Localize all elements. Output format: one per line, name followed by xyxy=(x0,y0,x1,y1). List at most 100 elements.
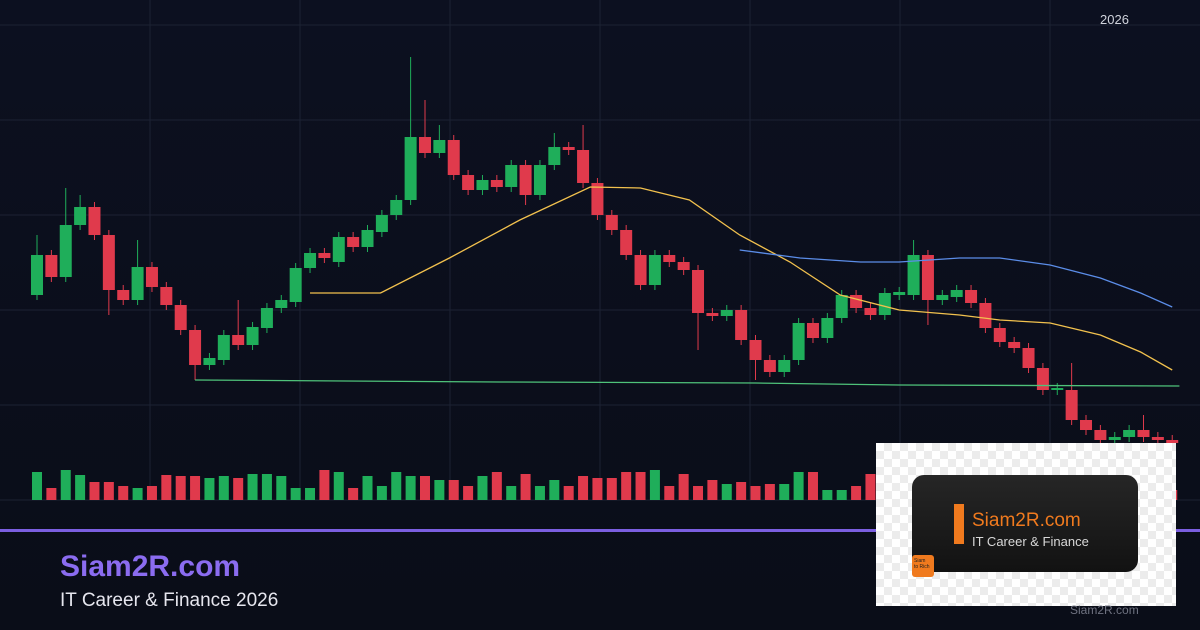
accent-bar xyxy=(954,504,964,544)
candle-body xyxy=(562,147,575,150)
candle-body xyxy=(763,360,776,372)
volume-bar xyxy=(678,474,689,500)
candle-body xyxy=(174,305,187,330)
candle-body xyxy=(605,215,618,230)
volume-bar xyxy=(376,486,387,500)
volume-bar xyxy=(175,476,186,500)
candle-body xyxy=(993,328,1006,342)
logo-text: to Rich xyxy=(914,564,930,570)
candle-body xyxy=(835,295,848,318)
candle-body xyxy=(304,253,317,268)
volume-bar xyxy=(204,478,215,500)
volume-bar xyxy=(491,472,502,500)
candle-body xyxy=(519,165,532,195)
tagline: IT Career & Finance 2026 xyxy=(60,590,279,611)
candle-body xyxy=(620,230,633,255)
candle-body xyxy=(102,235,115,290)
candle-body xyxy=(792,323,805,360)
candle-body xyxy=(1137,430,1150,437)
candle-body xyxy=(965,290,978,303)
volume-bar xyxy=(463,486,474,500)
logo-text: Siam xyxy=(914,558,926,564)
volume-bar xyxy=(448,480,459,500)
volume-bar xyxy=(161,475,172,500)
volume-bar xyxy=(118,486,129,500)
volume-bar xyxy=(707,480,718,500)
badge: Siam2R.com IT Career & Finance Siam to R… xyxy=(876,443,1176,606)
candle-body xyxy=(490,180,503,187)
candle-body xyxy=(347,237,360,247)
year-label: 2026 xyxy=(1100,12,1129,27)
candle-body xyxy=(217,335,230,360)
volume-bar xyxy=(419,476,430,500)
candle-body xyxy=(878,293,891,315)
badge-card: Siam2R.com IT Career & Finance xyxy=(912,475,1138,572)
volume-bar xyxy=(793,472,804,500)
candle-body xyxy=(1123,430,1136,437)
volume-bar xyxy=(348,488,359,500)
candle-body xyxy=(979,303,992,328)
volume-bar xyxy=(664,486,675,500)
moving-average xyxy=(739,249,1173,308)
candle-body xyxy=(131,267,144,300)
volume-bar xyxy=(563,486,574,500)
candle-body xyxy=(533,165,546,195)
candle-body xyxy=(275,300,288,308)
candle-body xyxy=(577,150,590,183)
volume-bar xyxy=(693,486,704,500)
candle-body xyxy=(203,358,216,365)
candle-body xyxy=(591,183,604,215)
badge-tagline: IT Career & Finance xyxy=(972,534,1089,549)
candle-body xyxy=(332,237,345,262)
candle-body xyxy=(88,207,101,235)
volume-bar xyxy=(218,476,229,500)
volume-bar xyxy=(32,472,42,500)
volume-bar xyxy=(534,486,545,500)
candle-body xyxy=(433,140,446,153)
candle-body xyxy=(735,310,748,340)
candle-body xyxy=(189,330,202,365)
volume-bar xyxy=(132,488,143,500)
moving-average xyxy=(310,186,1173,371)
candle-body xyxy=(289,268,302,302)
candle-body xyxy=(907,255,920,295)
candle-body xyxy=(31,255,43,295)
candle-body xyxy=(74,207,87,225)
candle-body xyxy=(390,200,403,215)
candle-body xyxy=(893,292,906,295)
candle-body xyxy=(921,255,934,300)
volume-bar xyxy=(276,476,287,500)
volume-bar xyxy=(333,472,344,500)
volume-bar xyxy=(247,474,258,500)
volume-bar xyxy=(621,472,632,500)
volume-bar xyxy=(836,490,847,500)
candle-body xyxy=(648,255,661,285)
volume-bar xyxy=(506,486,517,500)
candle-body xyxy=(404,137,417,200)
volume-bar xyxy=(649,470,660,500)
candle-body xyxy=(749,340,762,360)
volume-bar xyxy=(635,472,646,500)
volume-bar xyxy=(233,478,244,500)
candle-body xyxy=(1094,430,1107,440)
watermark: Siam2R.com xyxy=(1070,603,1139,617)
volume-bar xyxy=(46,488,57,500)
candle-body xyxy=(950,290,963,297)
candle-body xyxy=(505,165,518,187)
candle-body xyxy=(59,225,72,277)
candle-body xyxy=(232,335,245,345)
volume-bar xyxy=(261,474,272,500)
volume-bar xyxy=(750,486,761,500)
candle-body xyxy=(936,295,949,300)
logo: Siam to Rich xyxy=(912,555,934,577)
candle-body xyxy=(1080,420,1093,430)
volume-bar xyxy=(391,472,402,500)
volume-bar xyxy=(103,482,114,500)
volume-bar xyxy=(60,470,71,500)
volume-bar xyxy=(520,474,531,500)
candle-body xyxy=(1108,437,1121,440)
candle-body xyxy=(850,295,863,308)
candle-body xyxy=(1022,348,1035,368)
